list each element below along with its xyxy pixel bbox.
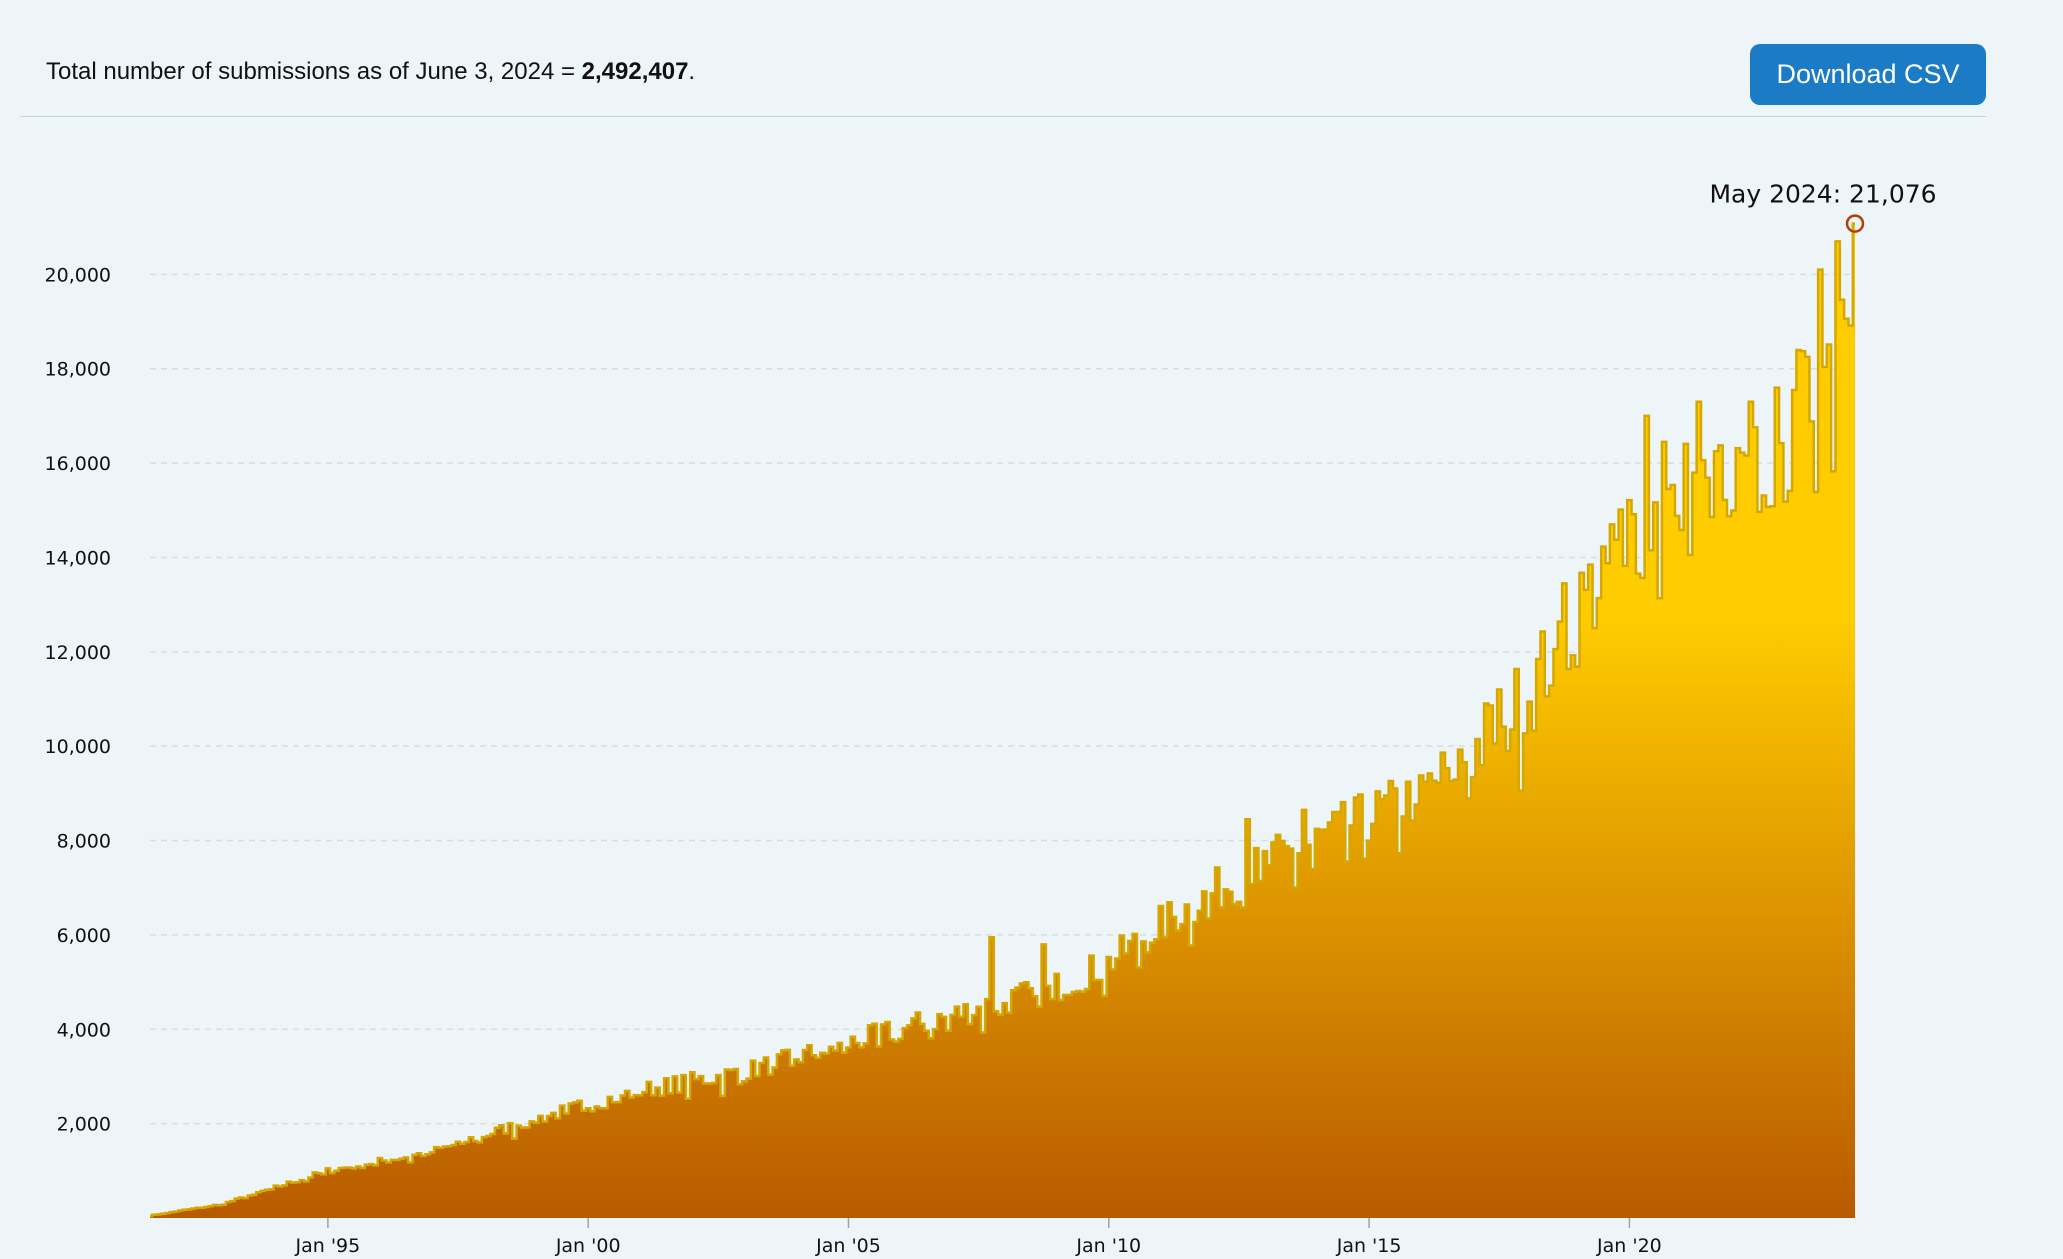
summary-prefix: Total number of submissions as of June 3… (46, 58, 582, 85)
y-tick-label: 6,000 (57, 925, 111, 947)
x-tick-label: Jan '95 (295, 1235, 361, 1257)
x-tick-label: Jan '15 (1336, 1235, 1402, 1257)
y-tick-label: 20,000 (45, 264, 111, 286)
total-submissions-text: Total number of submissions as of June 3… (46, 58, 695, 86)
y-tick-label: 14,000 (45, 547, 111, 569)
x-tick-label: Jan '00 (555, 1235, 621, 1257)
y-tick-label: 4,000 (57, 1019, 111, 1041)
y-tick-label: 12,000 (45, 642, 111, 664)
y-tick-label: 8,000 (57, 831, 111, 853)
y-tick-label: 18,000 (45, 359, 111, 381)
series-area (150, 223, 1855, 1219)
total-submissions-count: 2,492,407 (581, 58, 689, 85)
series-line (150, 222, 1855, 1218)
x-tick-label: Jan '20 (1596, 1235, 1662, 1257)
peak-highlight[interactable]: May 2024: 21,076 (1709, 180, 1937, 233)
y-tick-label: 16,000 (45, 453, 111, 475)
x-tick-label: Jan '10 (1075, 1235, 1141, 1257)
y-tick-label: 2,000 (57, 1114, 111, 1136)
summary-header: Total number of submissions as of June 3… (20, 44, 1986, 117)
y-axis: 2,000 4,000 6,000 8,000 10,000 12,000 14,000 16… (45, 264, 111, 1135)
highlight-marker[interactable] (1845, 214, 1865, 233)
summary-suffix: . (688, 58, 696, 85)
y-tick-label: 10,000 (45, 736, 111, 758)
series-submissions (150, 222, 1855, 1219)
download-csv-button[interactable]: Download CSV (1750, 44, 1986, 105)
highlight-label: May 2024: 21,076 (1709, 180, 1936, 209)
x-tick-label: Jan '05 (815, 1235, 881, 1257)
x-axis: Jan '95 Jan '00 Jan '05 Jan '10 Jan '15 Jan '… (295, 1218, 1662, 1257)
